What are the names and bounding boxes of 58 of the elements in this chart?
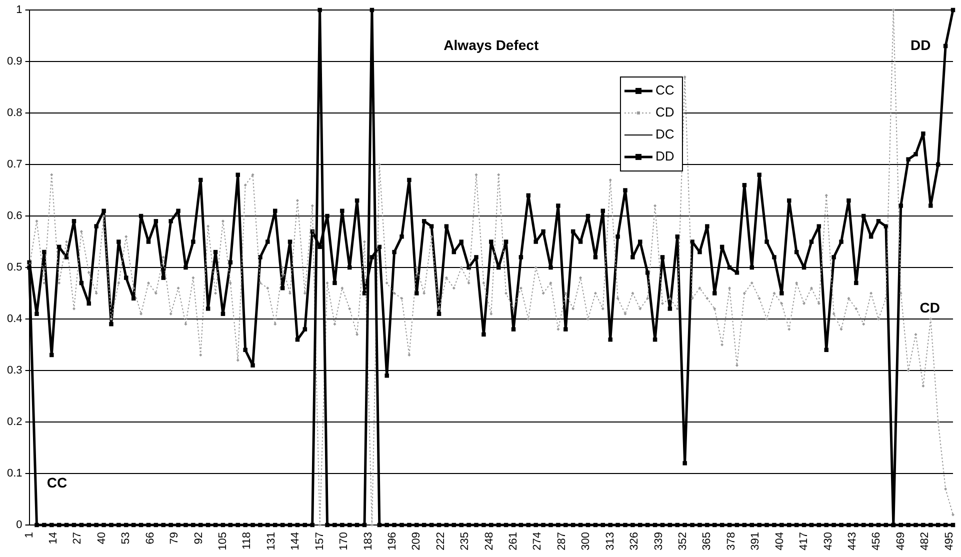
y-tick-label: 0 [16, 519, 22, 532]
y-tick-label: 0.1 [6, 468, 22, 480]
x-tick-label: 14 [48, 532, 60, 544]
x-tick-label: 391 [750, 532, 762, 550]
x-tick-label: 352 [676, 532, 689, 550]
y-tick-label: 0.9 [6, 56, 22, 68]
x-tick-label: 430 [822, 532, 834, 550]
x-tick-label: 196 [386, 532, 398, 550]
x-tick-label: 313 [604, 532, 616, 550]
x-tick-label: 300 [580, 532, 592, 550]
x-tick-label: 482 [919, 532, 932, 550]
x-tick-label: 443 [846, 532, 858, 550]
x-tick-label: 1 [23, 532, 36, 538]
x-tick-label: 287 [556, 532, 568, 550]
x-tick-label: 456 [870, 532, 883, 550]
x-tick-label: 66 [144, 532, 156, 544]
x-tick-label: 495 [943, 532, 956, 550]
y-tick-label: 1 [16, 4, 22, 16]
annotation: Always Defect [444, 36, 539, 53]
x-tick-label: 157 [314, 532, 326, 550]
y-tick-label: 0.7 [6, 158, 22, 171]
x-tick-label: 339 [652, 532, 665, 550]
x-tick-label: 92 [192, 532, 205, 544]
x-tick-label: 118 [241, 532, 254, 550]
legend-label: DD [655, 148, 674, 164]
x-tick-label: 326 [628, 532, 641, 550]
x-tick-label: 27 [72, 532, 84, 544]
legend-label: CD [655, 104, 674, 120]
x-tick-label: 209 [410, 532, 423, 550]
x-tick-label: 222 [434, 532, 447, 550]
y-tick-label: 0.8 [6, 107, 22, 120]
x-tick-label: 404 [774, 532, 786, 550]
x-tick-label: 365 [701, 532, 714, 550]
x-tick-label: 261 [508, 532, 520, 550]
x-tick-label: 248 [483, 532, 496, 550]
x-tick-label: 469 [894, 532, 907, 550]
x-tick-label: 274 [532, 532, 544, 550]
legend-label: DC [655, 126, 674, 142]
x-tick-label: 53 [120, 532, 132, 544]
x-tick-label: 105 [217, 532, 230, 550]
x-tick-label: 79 [168, 532, 181, 544]
y-tick-label: 0.6 [6, 210, 22, 222]
x-tick-label: 378 [725, 532, 738, 550]
x-tick-label: 183 [362, 532, 374, 550]
y-tick-label: 0.5 [6, 262, 22, 274]
legend-label: CC [655, 82, 674, 98]
x-tick-label: 417 [798, 532, 810, 550]
y-tick-label: 0.4 [6, 313, 22, 326]
annotation: CD [920, 300, 940, 316]
annotation: CC [46, 474, 68, 491]
y-tick-label: 0.2 [6, 416, 22, 428]
annotation: DD [910, 36, 931, 53]
y-tick-label: 0.3 [6, 364, 22, 377]
x-tick-label: 131 [265, 532, 278, 550]
x-tick-label: 170 [338, 532, 350, 550]
x-tick-label: 40 [96, 532, 108, 544]
x-tick-label: 144 [290, 532, 302, 550]
x-tick-label: 235 [459, 532, 472, 550]
